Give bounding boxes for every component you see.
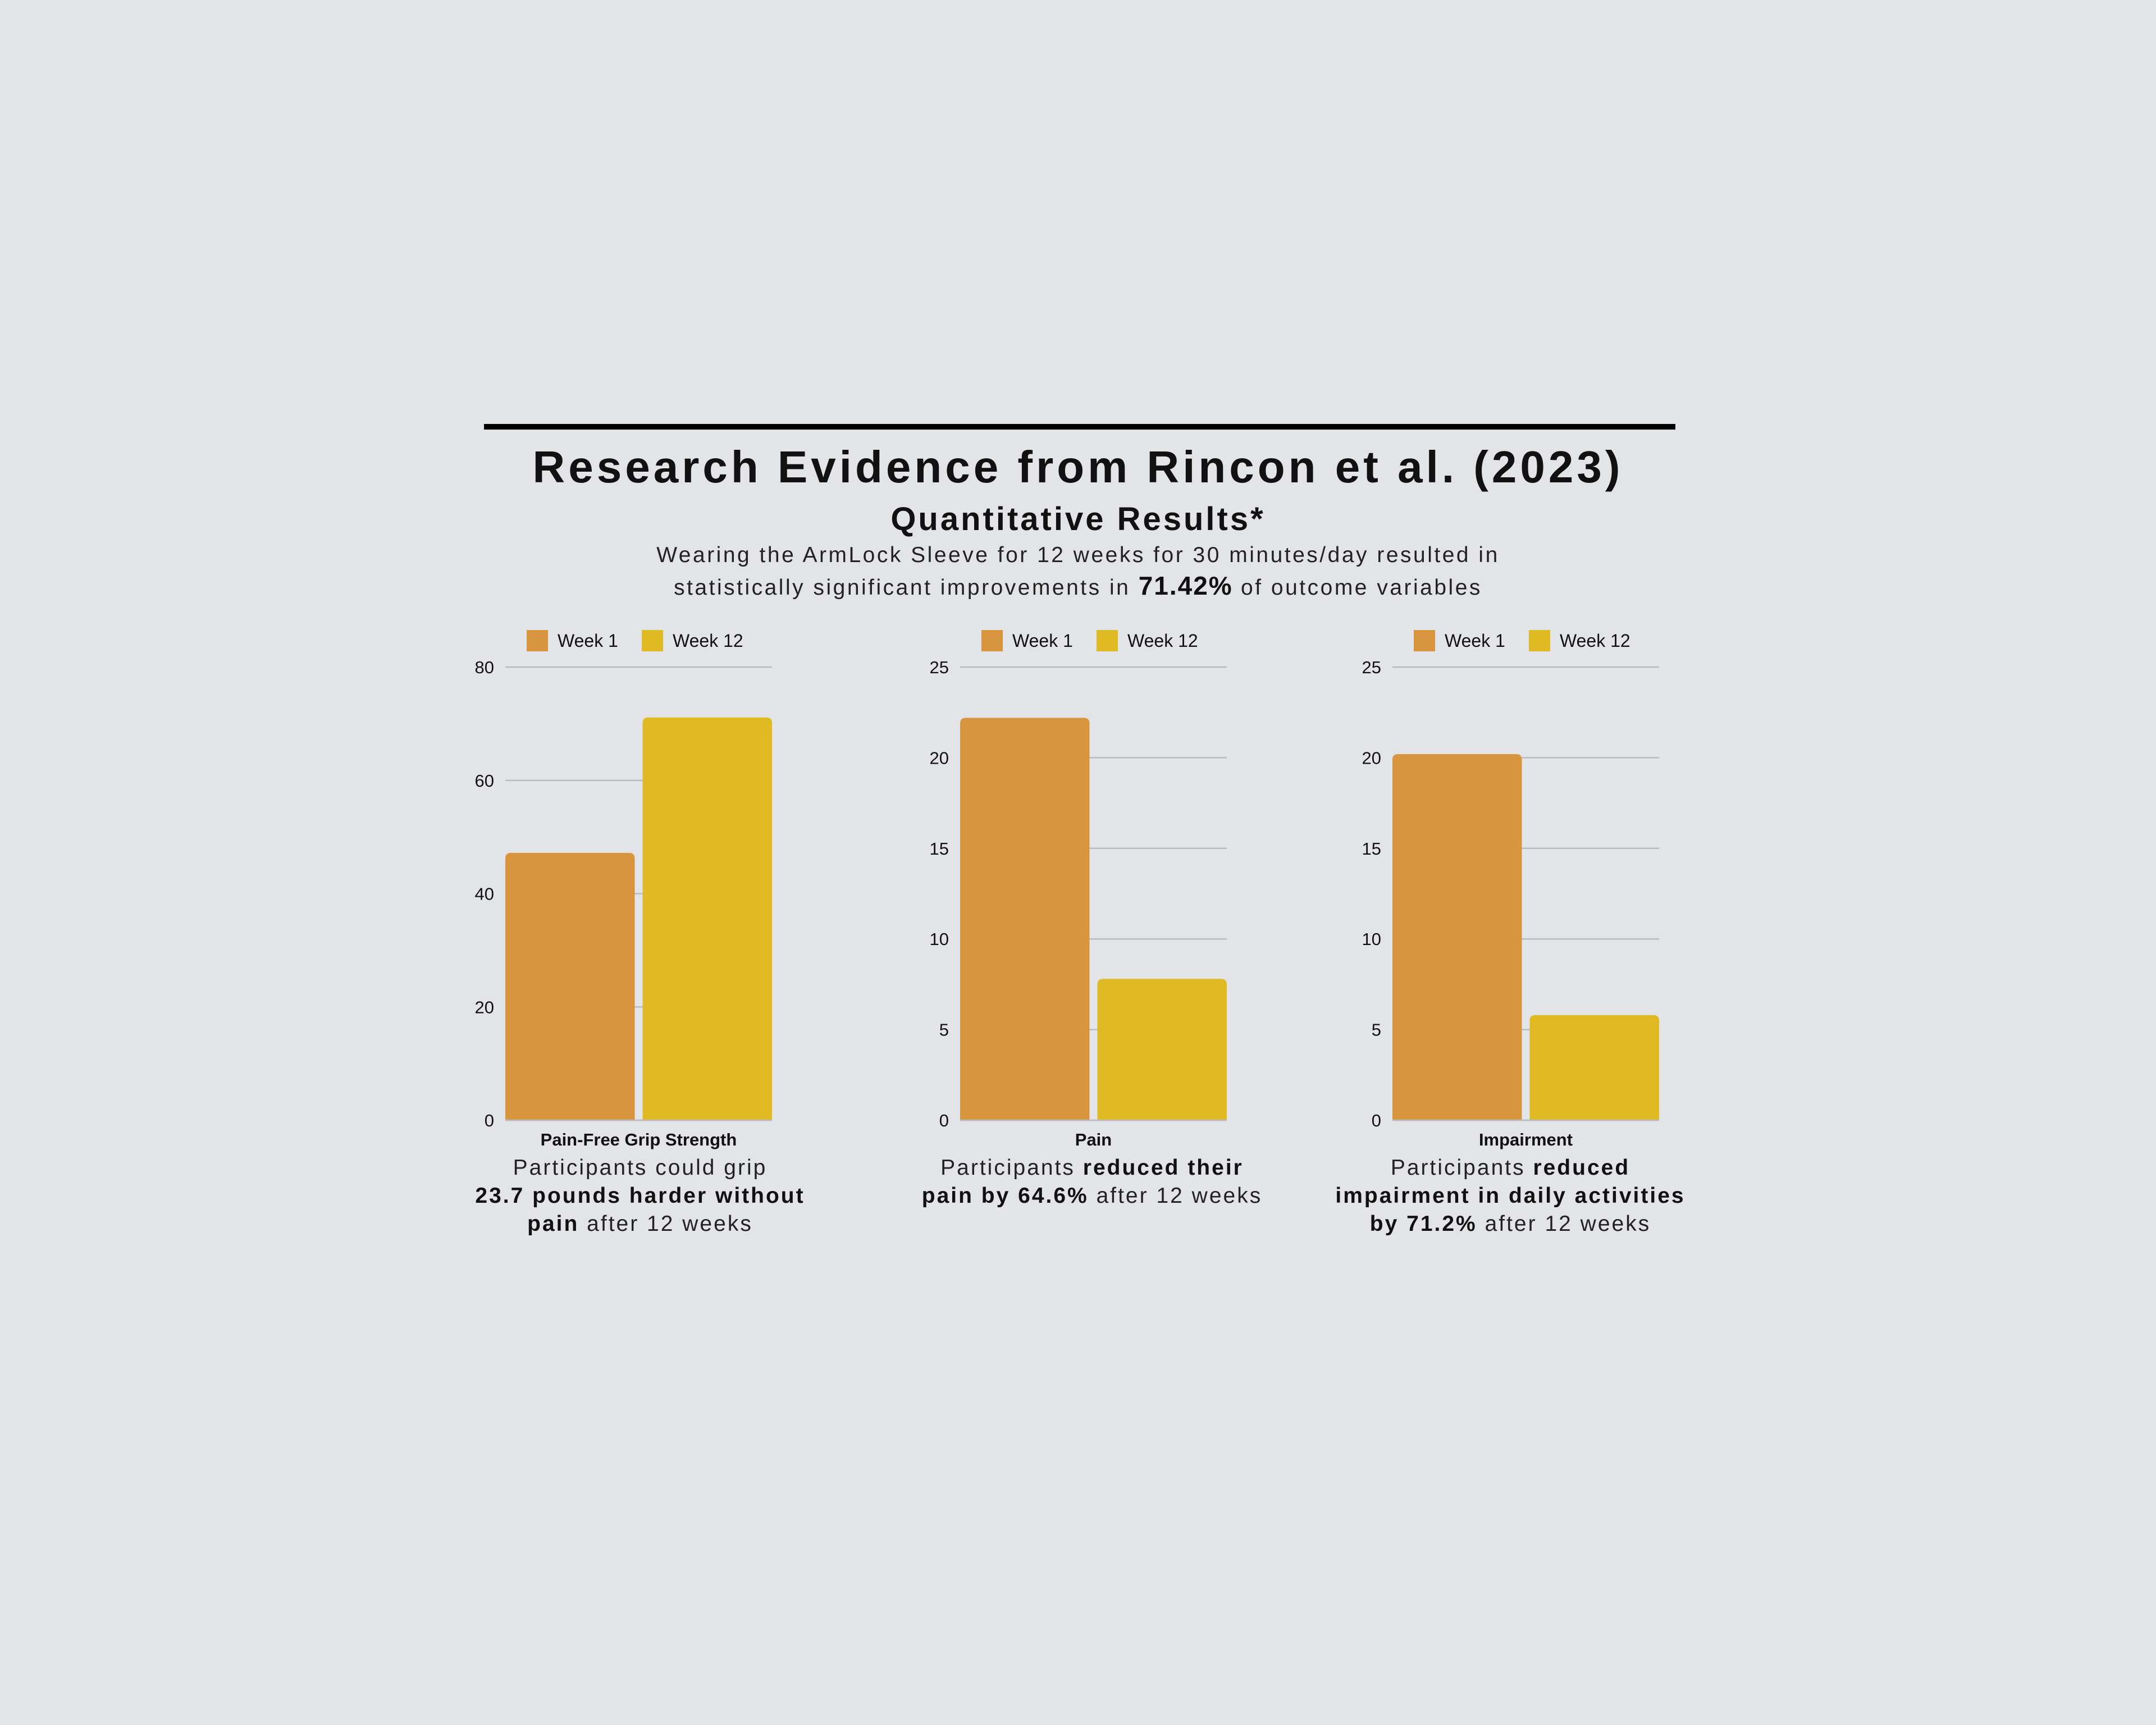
x-category-label: Pain: [1075, 1130, 1112, 1149]
y-tick-label: 40: [475, 884, 494, 904]
legend-label: Week 1: [1445, 631, 1505, 651]
legend-swatch: [642, 630, 663, 651]
pain-chart: Week 1 Week 12 0 5 10 15 20 25 Pain: [930, 630, 1227, 1149]
legend-label: Week 1: [558, 631, 618, 651]
caption-line-bold: pain by 64.6%: [921, 1184, 1089, 1208]
caption-line-rest: after 12 weeks: [1088, 1184, 1263, 1208]
legend-swatch: [1414, 630, 1435, 651]
legend-swatch: [527, 630, 548, 651]
bar-week1: [505, 852, 635, 1120]
y-tick-label: 80: [475, 658, 494, 677]
grip-strength-caption: Participants could grip 23.7 pounds hard…: [444, 1154, 837, 1238]
bar-week12: [1529, 1015, 1659, 1120]
intro-line-1: Wearing the ArmLock Sleeve for 12 weeks …: [656, 543, 1500, 567]
y-tick-label: 25: [1362, 658, 1381, 677]
legend-item: Week 1: [981, 630, 1073, 651]
caption-line-bold: by 71.2%: [1369, 1212, 1477, 1236]
section-subtitle: Quantitative Results*: [890, 501, 1266, 537]
y-tick-label: 60: [475, 771, 494, 791]
impairment-caption: Participants reduced impairment in daily…: [1308, 1154, 1712, 1238]
bar-week12: [1097, 979, 1227, 1120]
caption-line-pre: Participants: [1390, 1156, 1533, 1180]
caption-line-bold: impairment in daily activities: [1335, 1184, 1685, 1208]
y-tick-label: 10: [1362, 929, 1381, 949]
grip-strength-chart: Week 1 Week 12 0 20 40 60 80 Pain-Free Grip Str…: [475, 630, 772, 1149]
legend-label: Week 12: [1127, 631, 1198, 651]
legend-label: Week 1: [1012, 631, 1073, 651]
intro-line-2-pre: statistically significant improvements i…: [674, 576, 1131, 600]
caption-line-pre: Participants: [940, 1156, 1083, 1180]
y-tick-label: 20: [1362, 748, 1381, 768]
bar-week1: [1392, 754, 1522, 1120]
y-tick-label: 20: [475, 997, 494, 1017]
intro-text: Wearing the ArmLock Sleeve for 12 weeks …: [0, 540, 2156, 603]
y-tick-label: 20: [930, 748, 949, 768]
top-divider: [484, 424, 1675, 430]
legend-item: Week 12: [1097, 630, 1198, 651]
caption-line-rest: after 12 weeks: [579, 1212, 753, 1236]
legend-swatch: [981, 630, 1003, 651]
bar-week12: [642, 717, 772, 1120]
y-tick-label: 15: [1362, 839, 1381, 859]
legend-item: Week 12: [642, 630, 743, 651]
intro-line-2: statistically significant improvements i…: [0, 571, 2156, 603]
legend-label: Week 12: [1560, 631, 1630, 651]
y-tick-label: 10: [930, 929, 949, 949]
page-title: Research Evidence from Rincon et al. (20…: [532, 442, 1624, 492]
legend-label: Week 12: [673, 631, 743, 651]
pain-caption: Participants reduced their pain by 64.6%…: [881, 1154, 1303, 1210]
caption-line-rest: after 12 weeks: [1477, 1212, 1651, 1236]
y-tick-label: 5: [939, 1020, 949, 1040]
intro-line-2-post: of outcome variables: [1241, 576, 1482, 600]
y-tick-label: 5: [1372, 1020, 1381, 1040]
caption-line-bold: reduced their: [1082, 1156, 1244, 1180]
legend-item: Week 1: [1414, 630, 1505, 651]
legend-item: Week 12: [1529, 630, 1630, 651]
caption-line-bold: pain: [527, 1212, 579, 1236]
y-tick-label: 25: [930, 658, 949, 677]
caption-line-bold: 23.7 pounds harder without: [475, 1184, 805, 1208]
x-category-label: Impairment: [1479, 1130, 1573, 1149]
x-category-label: Pain-Free Grip Strength: [541, 1130, 737, 1149]
y-tick-label: 0: [1372, 1111, 1381, 1130]
caption-line: Participants could grip: [513, 1156, 768, 1180]
intro-percentage: 71.42%: [1138, 571, 1233, 600]
y-tick-label: 0: [939, 1111, 949, 1130]
bar-week1: [960, 718, 1090, 1120]
y-tick-label: 0: [485, 1111, 494, 1130]
legend-swatch: [1529, 630, 1550, 651]
y-tick-label: 15: [930, 839, 949, 859]
caption-line-bold: reduced: [1533, 1156, 1630, 1180]
legend-item: Week 1: [527, 630, 618, 651]
impairment-chart: Week 1 Week 12 0 5 10 15 20 25 Impairment: [1362, 630, 1659, 1149]
legend-swatch: [1097, 630, 1118, 651]
